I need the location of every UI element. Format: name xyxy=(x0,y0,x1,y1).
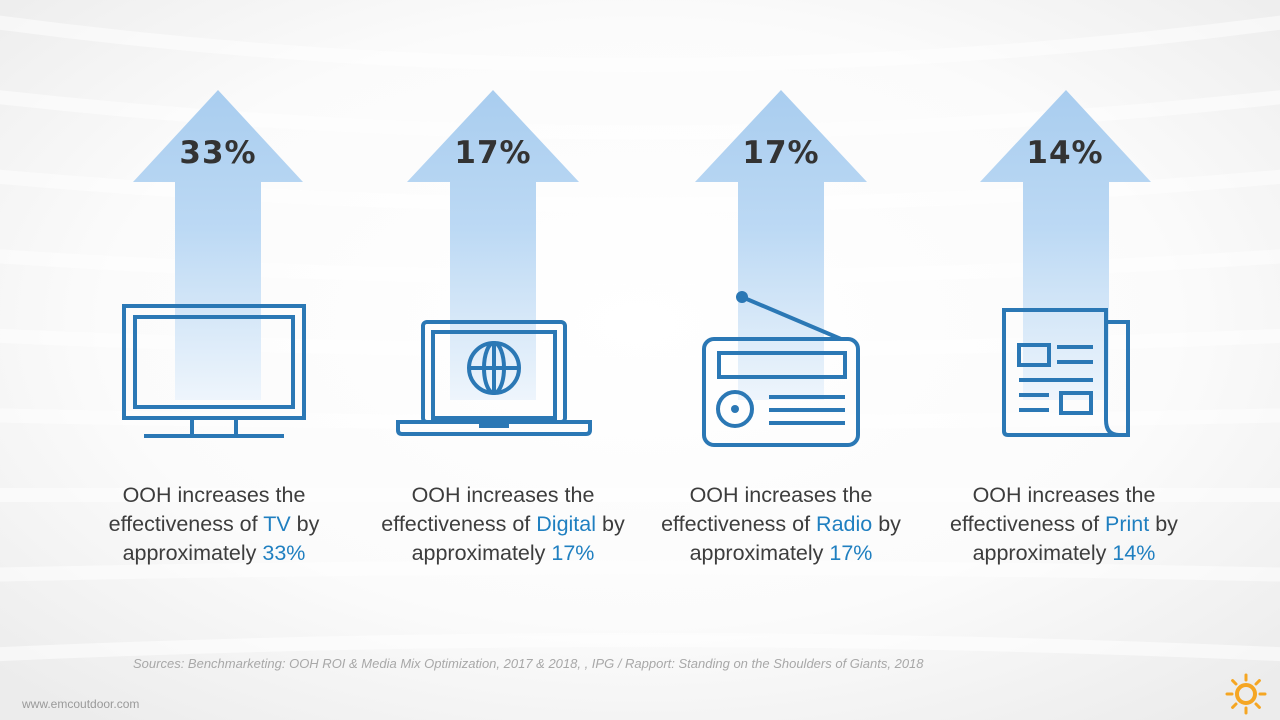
value-highlight: 17% xyxy=(829,541,873,565)
stat-column-print: 14% OOH increases the effectiveness of P… xyxy=(915,0,1215,600)
laptop-globe-icon xyxy=(396,320,592,436)
caption-tv: OOH increases the effectiveness of TV by… xyxy=(108,483,320,565)
up-arrow xyxy=(133,90,303,400)
caption-digital: OOH increases the effectiveness of Digit… xyxy=(381,483,625,565)
value-highlight: 33% xyxy=(262,541,306,565)
percent-label: 33% xyxy=(179,135,257,171)
medium-highlight: Print xyxy=(1105,512,1150,536)
stat-column-digital: 17% OOH increases the effectiveness of D… xyxy=(343,0,643,600)
stat-column-radio: 17% OOH increases the effectiveness of R… xyxy=(631,0,931,600)
stat-column-tv: 33% OOH increases the effectiveness of T… xyxy=(68,0,368,600)
up-arrow xyxy=(695,90,867,400)
website-url: www.emcoutdoor.com xyxy=(22,697,140,711)
percent-label: 17% xyxy=(742,135,820,171)
tv-icon xyxy=(122,304,306,438)
newspaper-icon xyxy=(1002,308,1130,437)
sources-note: Sources: Benchmarketing: OOH ROI & Media… xyxy=(133,656,924,671)
medium-highlight: Radio xyxy=(816,512,873,536)
medium-highlight: TV xyxy=(263,512,291,536)
radio-icon xyxy=(702,291,860,447)
percent-label: 17% xyxy=(454,135,532,171)
caption-print: OOH increases the effectiveness of Print… xyxy=(950,483,1178,565)
percent-label: 14% xyxy=(1026,135,1104,171)
value-highlight: 17% xyxy=(551,541,595,565)
caption-radio: OOH increases the effectiveness of Radio… xyxy=(661,483,901,565)
sun-logo-icon xyxy=(1225,673,1267,715)
medium-highlight: Digital xyxy=(536,512,597,536)
value-highlight: 14% xyxy=(1112,541,1156,565)
